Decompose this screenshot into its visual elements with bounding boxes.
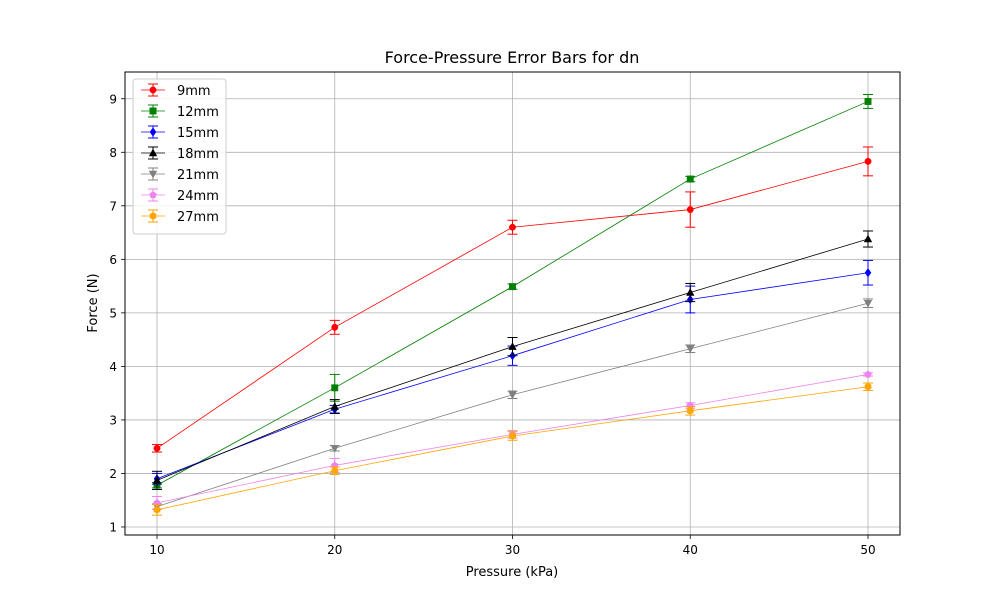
data-point (509, 283, 516, 291)
y-tick-label: 4 (109, 360, 117, 374)
legend-marker (149, 86, 157, 94)
legend-entry-18mm: 18mm (141, 146, 219, 162)
data-point (331, 323, 339, 331)
data-point (864, 382, 872, 391)
legend: 9mm 12mm 15mm 18mm 21mm 24mm 27mm (132, 78, 227, 235)
legend-marker (148, 170, 158, 179)
legend-entry-15mm: 15mm (141, 125, 219, 141)
data-point (508, 342, 517, 350)
legend-label: 27mm (177, 210, 219, 225)
chart-title: Force-Pressure Error Bars for dn (385, 48, 640, 67)
x-axis-label: Pressure (kPa) (466, 565, 559, 580)
y-axis: 1 2 3 4 5 6 7 8 9 (109, 92, 125, 534)
y-tick-label: 7 (109, 199, 117, 213)
data-point (686, 175, 694, 183)
data-point (686, 406, 694, 415)
legend-entry-24mm: 24mm (141, 188, 219, 204)
series-12mm (151, 93, 874, 489)
legend-entry-12mm: 12mm (141, 104, 219, 120)
legend-entry-21mm: 21mm (141, 167, 219, 183)
series-18mm (151, 230, 874, 491)
legend-entry-9mm: 9mm (141, 83, 211, 99)
data-point (509, 223, 516, 231)
data-point (863, 299, 873, 308)
data-point (864, 157, 872, 165)
series-27mm (151, 382, 874, 516)
legend-marker (149, 212, 157, 220)
series-layer (151, 93, 874, 516)
x-tick-label: 20 (327, 543, 342, 557)
legend-marker (149, 107, 157, 115)
y-tick-label: 6 (109, 253, 117, 267)
data-point (863, 234, 873, 243)
data-point (152, 475, 162, 484)
data-point (864, 370, 872, 378)
data-point (686, 288, 695, 296)
data-point (864, 97, 872, 105)
legend-label: 18mm (177, 147, 219, 162)
y-tick-label: 5 (109, 306, 117, 320)
data-point (509, 432, 516, 440)
y-tick-label: 2 (109, 467, 117, 481)
x-tick-label: 40 (683, 543, 698, 557)
data-point (864, 267, 872, 278)
y-tick-label: 1 (109, 520, 117, 534)
series-9mm (151, 146, 874, 453)
y-axis-label: Force (N) (86, 273, 101, 332)
y-tick-label: 8 (109, 146, 117, 160)
data-point (153, 505, 161, 514)
x-axis: 10 20 30 40 50 (149, 535, 876, 557)
legend-marker (149, 191, 157, 199)
legend-marker (148, 148, 158, 157)
y-tick-label: 3 (109, 413, 117, 427)
x-tick-label: 10 (149, 543, 164, 557)
legend-label: 24mm (177, 189, 219, 204)
data-point (686, 206, 694, 214)
legend-label: 15mm (177, 126, 219, 141)
x-tick-label: 30 (505, 543, 520, 557)
y-tick-label: 9 (109, 92, 117, 106)
data-point (331, 384, 339, 392)
data-point (330, 445, 339, 453)
legend-entry-27mm: 27mm (141, 209, 219, 225)
x-tick-label: 50 (860, 543, 875, 557)
data-point (686, 345, 695, 354)
data-point (508, 391, 517, 400)
legend-label: 21mm (177, 168, 219, 183)
legend-marker (149, 127, 157, 137)
legend-label: 9mm (177, 84, 211, 99)
data-point (331, 466, 339, 475)
legend-label: 12mm (177, 105, 219, 120)
data-point (330, 402, 339, 410)
data-point (153, 444, 161, 452)
